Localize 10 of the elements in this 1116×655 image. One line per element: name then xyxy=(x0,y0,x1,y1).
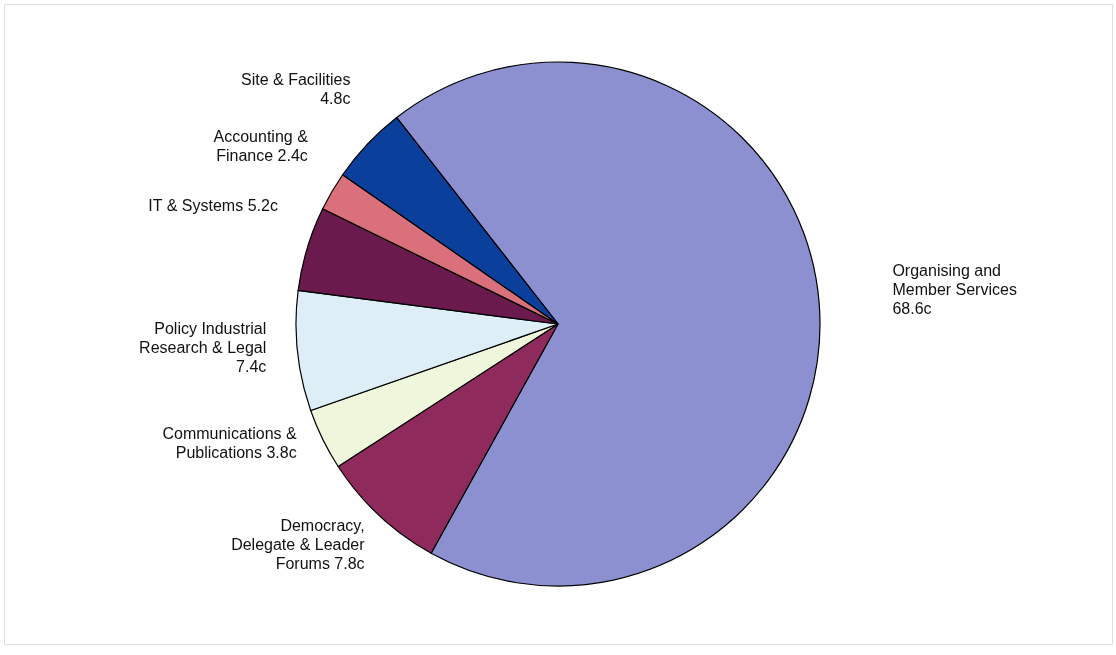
data-label: 7.4c xyxy=(236,357,267,375)
data-label: 68.6c xyxy=(892,300,932,318)
data-label: 4.8c xyxy=(320,90,351,108)
slice-label: Site & Facilities xyxy=(241,71,351,89)
slice-label: Communications & Publications 3.8c xyxy=(162,425,298,462)
slice-label: Policy Industrial Research & Legal xyxy=(139,319,267,356)
slice-label: Organising and Member Services xyxy=(892,262,1017,299)
slice-label: Democracy, Delegate & Leader Forums 7.8c xyxy=(231,516,366,572)
slice-label: IT & Systems 5.2c xyxy=(148,196,278,214)
slice-label: Accounting & Finance 2.4c xyxy=(213,127,309,164)
